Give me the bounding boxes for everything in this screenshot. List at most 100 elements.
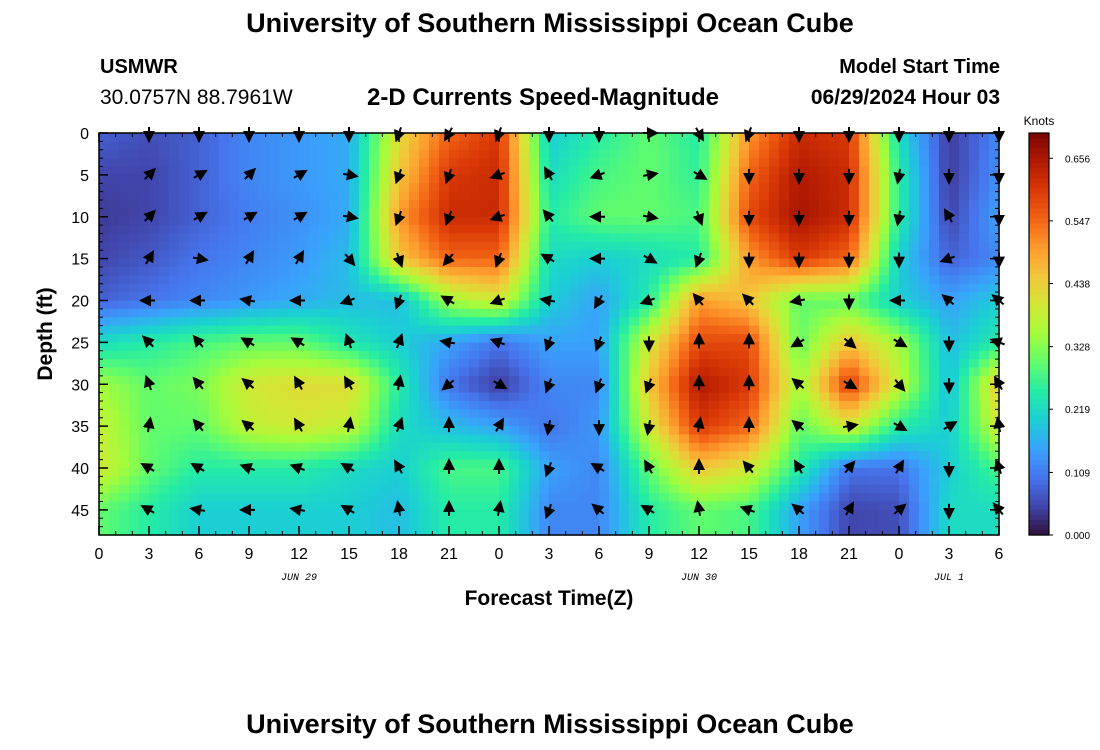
heatmap-cell <box>189 149 200 159</box>
heatmap-cell <box>539 191 550 201</box>
heatmap-cell <box>899 308 910 318</box>
heatmap-cell <box>829 359 840 369</box>
heatmap-cell <box>339 166 350 176</box>
heatmap-cell <box>869 342 880 352</box>
heatmap-cell <box>629 442 640 452</box>
heatmap-cell <box>519 451 530 461</box>
heatmap-cell <box>769 166 780 176</box>
heatmap-cell <box>209 166 220 176</box>
heatmap-cell <box>389 350 400 360</box>
heatmap-cell <box>719 158 730 168</box>
heatmap-cell <box>159 526 170 536</box>
heatmap-cell <box>959 149 970 159</box>
heatmap-cell <box>479 216 490 226</box>
heatmap-cell <box>269 451 280 461</box>
heatmap-cell <box>799 409 810 419</box>
heatmap-cell <box>189 359 200 369</box>
heatmap-cell <box>809 275 820 285</box>
heatmap-cell <box>119 317 130 327</box>
heatmap-cell <box>219 317 230 327</box>
heatmap-cell <box>469 308 480 318</box>
heatmap-cell <box>749 434 760 444</box>
heatmap-cell <box>719 476 730 486</box>
heatmap-cell <box>899 149 910 159</box>
heatmap-cell <box>569 300 580 310</box>
heatmap-cell <box>549 484 560 494</box>
heatmap-cell <box>119 225 130 235</box>
current-arrow <box>489 210 505 222</box>
heatmap-cell <box>749 283 760 293</box>
heatmap-cell <box>219 501 230 511</box>
heatmap-cell <box>499 216 510 226</box>
heatmap-cell <box>369 476 380 486</box>
heatmap-cell <box>709 526 720 536</box>
heatmap-cell <box>399 258 410 268</box>
y-tick-label: 15 <box>71 252 89 269</box>
heatmap-cell <box>549 317 560 327</box>
heatmap-cell <box>769 493 780 503</box>
heatmap-cell <box>589 292 600 302</box>
heatmap-cell <box>649 434 660 444</box>
heatmap-cell <box>559 258 570 268</box>
current-arrow <box>293 169 308 182</box>
heatmap-cell <box>659 367 670 377</box>
heatmap-cell <box>559 501 570 511</box>
heatmap-cell <box>859 367 870 377</box>
heatmap-cell <box>349 401 360 410</box>
heatmap-cell <box>369 283 380 293</box>
heatmap-cell <box>699 258 710 268</box>
heatmap-cell <box>389 283 400 293</box>
heatmap-cell <box>779 241 790 251</box>
heatmap-cell <box>149 501 160 511</box>
heatmap-cell <box>869 216 880 226</box>
heatmap-cell <box>549 518 560 528</box>
heatmap-cell <box>959 166 970 176</box>
heatmap-cell <box>319 384 330 394</box>
heatmap-cell <box>369 166 380 176</box>
heatmap-cell <box>499 308 510 318</box>
y-tick-label: 5 <box>80 168 89 185</box>
heatmap-cell <box>379 384 390 394</box>
heatmap-cell <box>879 250 890 260</box>
heatmap-cell <box>419 133 430 142</box>
heatmap-cell <box>269 191 280 201</box>
heatmap-cell <box>319 141 330 151</box>
heatmap-cell <box>369 216 380 226</box>
heatmap-cell <box>329 518 340 528</box>
heatmap-cell <box>859 283 870 293</box>
heatmap-cell <box>719 526 730 536</box>
heatmap-cell <box>379 225 390 235</box>
heatmap-cell <box>949 401 960 410</box>
heatmap-cell <box>649 367 660 377</box>
heatmap-cell <box>669 401 680 410</box>
heatmap-cell <box>989 367 1000 377</box>
heatmap-cell <box>729 158 740 168</box>
heatmap-cell <box>719 417 730 427</box>
heatmap-cell <box>599 392 610 402</box>
heatmap-cell <box>269 208 280 218</box>
heatmap-cell <box>809 283 820 293</box>
heatmap-cell <box>829 526 840 536</box>
heatmap-cell <box>539 200 550 209</box>
heatmap-cell <box>599 468 610 477</box>
heatmap-cell <box>339 267 350 276</box>
heatmap-cell <box>779 233 790 243</box>
heatmap-cell <box>119 392 130 402</box>
heatmap-cell <box>689 174 700 184</box>
heatmap-cell <box>829 325 840 335</box>
heatmap-cell <box>339 308 350 318</box>
current-arrow <box>643 420 656 436</box>
heatmap-cell <box>369 141 380 151</box>
heatmap-cell <box>159 275 170 285</box>
heatmap-cell <box>339 233 350 243</box>
heatmap-cell <box>709 509 720 519</box>
heatmap-cell <box>559 133 570 142</box>
heatmap-cell <box>209 509 220 519</box>
heatmap-cell <box>169 200 180 209</box>
colorbar-unit-label: Knots <box>1024 114 1055 128</box>
heatmap-cell <box>649 442 660 452</box>
heatmap-cell <box>699 267 710 276</box>
heatmap-cell <box>729 283 740 293</box>
heatmap-cell <box>759 166 770 176</box>
heatmap-cell <box>239 250 250 260</box>
